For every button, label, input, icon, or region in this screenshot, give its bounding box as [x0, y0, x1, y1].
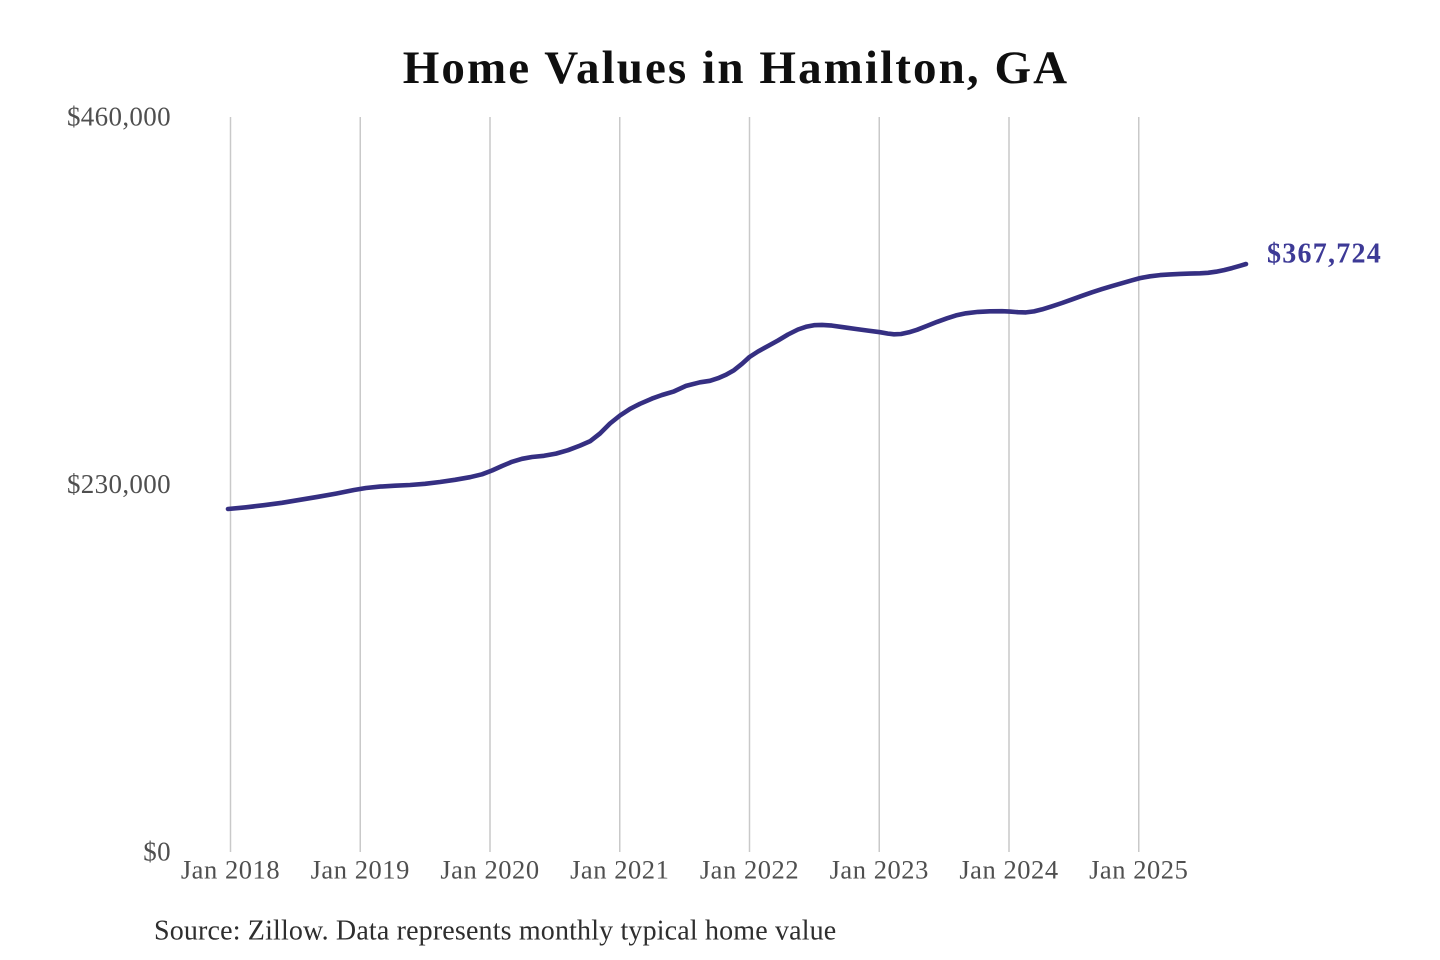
svg-text:Jan 2022: Jan 2022 [700, 855, 799, 885]
svg-text:$367,724: $367,724 [1267, 239, 1382, 270]
svg-text:Jan 2019: Jan 2019 [311, 855, 410, 885]
svg-text:$460,000: $460,000 [67, 102, 171, 132]
svg-text:Home Values in Hamilton, GA: Home Values in Hamilton, GA [403, 42, 1069, 94]
svg-text:Jan 2024: Jan 2024 [959, 855, 1058, 885]
svg-text:$0: $0 [143, 837, 171, 867]
svg-text:Source: Zillow. Data represent: Source: Zillow. Data represents monthly … [154, 916, 836, 947]
svg-text:Jan 2025: Jan 2025 [1089, 855, 1188, 885]
svg-text:Jan 2021: Jan 2021 [570, 855, 669, 885]
svg-text:Jan 2023: Jan 2023 [830, 855, 929, 885]
svg-text:$230,000: $230,000 [67, 469, 171, 499]
svg-text:Jan 2018: Jan 2018 [181, 855, 280, 885]
svg-text:Jan 2020: Jan 2020 [440, 855, 539, 885]
